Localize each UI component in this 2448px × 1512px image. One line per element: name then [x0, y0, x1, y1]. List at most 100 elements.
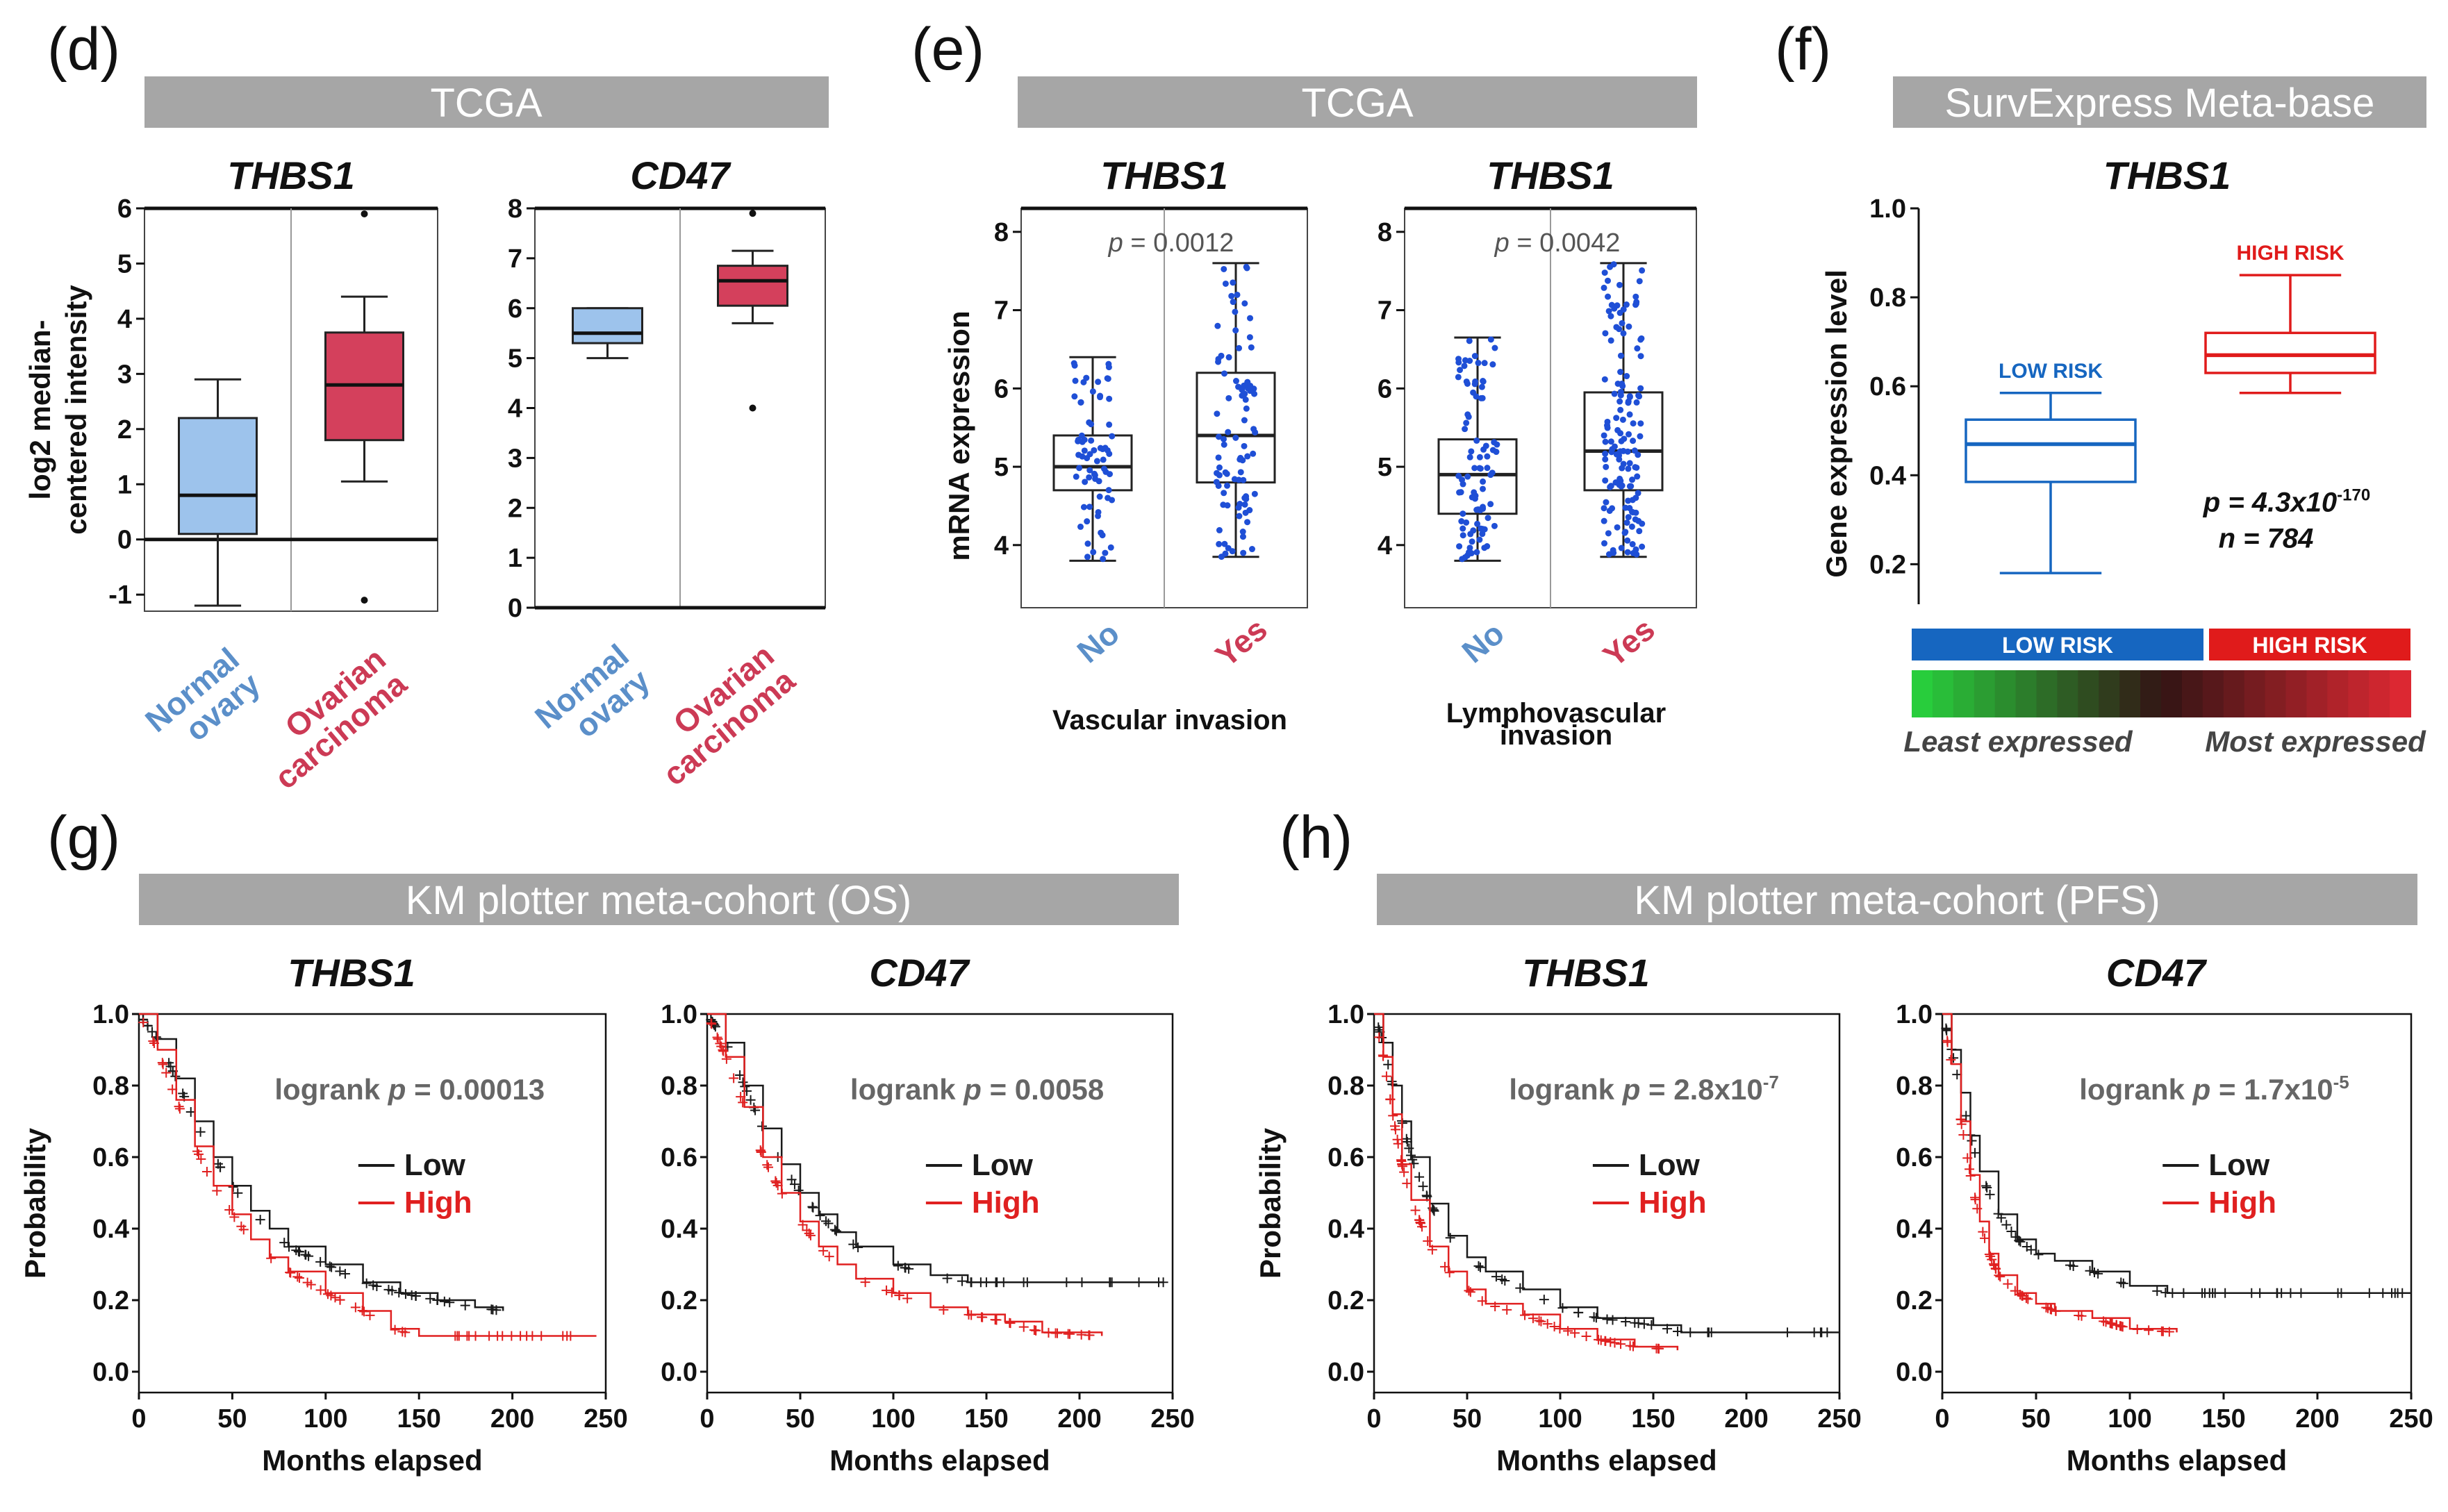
h1-censor-high [1594, 1334, 1604, 1345]
e1-point [1106, 395, 1113, 402]
e2-point [1605, 551, 1612, 558]
e2-point [1481, 526, 1488, 533]
h1-censor-high [1392, 1134, 1403, 1145]
h1-censor-low [1429, 1206, 1439, 1216]
h2-censor-high [2010, 1286, 2020, 1296]
h1-ylabel: Probability [1254, 1127, 1287, 1279]
g2-censor-low [1134, 1277, 1144, 1288]
g1-censor-high [506, 1331, 517, 1341]
d1-ytick-label: 2 [117, 415, 132, 445]
h2-censor-low [2247, 1288, 2257, 1298]
e1-point [1088, 437, 1095, 444]
h1-censor-low [1539, 1295, 1549, 1305]
panel-letter-h: (h) [1280, 804, 1353, 871]
e1-point [1080, 504, 1087, 510]
g1-censor-low [228, 1182, 238, 1193]
g1-censor-low [195, 1127, 206, 1137]
h1-censor-low [1817, 1327, 1827, 1338]
h1-legend-low: Low [1639, 1148, 1701, 1182]
d1-ylabel-line2: centered intensity [60, 285, 92, 535]
e2-point [1619, 416, 1626, 423]
e1-point [1236, 513, 1243, 520]
e2-point [1470, 527, 1477, 534]
d2-title: CD47 [630, 153, 731, 197]
banner-e [1018, 76, 1697, 128]
f1-gradient-cell [2161, 670, 2183, 717]
f1-ytick-label: 0.4 [1869, 461, 1906, 490]
h2-censor-high [1987, 1254, 1997, 1265]
g2-logrank-text: logrank [850, 1073, 964, 1106]
h2-censor-low [2014, 1236, 2024, 1246]
e1-point [1240, 549, 1247, 556]
e1-point [1221, 540, 1228, 547]
e2-point [1626, 483, 1633, 490]
d2-ytick-label: 7 [508, 244, 522, 274]
g2-censor-high [860, 1277, 870, 1288]
e1-point [1239, 529, 1246, 535]
g2-censor-low [735, 1070, 745, 1080]
chart-e2: THBS1 4 5 6 7 8 p = 0.0042 No Yes Lymphovasculari… [1378, 153, 1697, 751]
g1-censor-high [484, 1331, 495, 1341]
h2-censor-high [2074, 1310, 2084, 1320]
g1-censor-low [284, 1242, 295, 1252]
h1-censor-high [1520, 1310, 1530, 1320]
h1-censor-low [1414, 1172, 1425, 1182]
g2-xtick-label: 100 [871, 1404, 915, 1434]
h1-censor-low [1515, 1283, 1525, 1293]
h2-censor-high [2015, 1290, 2026, 1300]
h2-censor-low [2285, 1288, 2296, 1298]
e1-xlabel: Vascular invasion [1052, 705, 1287, 736]
h2-censor-low [1967, 1136, 1977, 1146]
g1-censor-low [279, 1238, 290, 1248]
e2-point [1616, 452, 1623, 459]
g2-legend-low: Low [972, 1148, 1034, 1182]
e2-point [1628, 523, 1635, 530]
g1-xtick-label: 200 [490, 1404, 534, 1434]
d2-ytick-label: 5 [508, 344, 522, 374]
e1-point [1097, 445, 1104, 451]
f1-gradient-cell [2223, 670, 2245, 717]
g1-censor-high [450, 1331, 461, 1341]
e1-point [1224, 482, 1231, 489]
h2-logrank-value: = 1.7x10 [2210, 1073, 2333, 1106]
f1-gradient-cell [2036, 670, 2058, 717]
g2-censor-high [721, 1054, 731, 1064]
e1-point [1228, 292, 1235, 299]
e1-point [1242, 396, 1249, 403]
d1-ytick-label: -1 [108, 581, 132, 610]
e2-xlabel-line1: Lymphovascular [1446, 698, 1666, 729]
e1-point [1216, 540, 1223, 547]
f1-low-risk-bar-label: LOW RISK [2002, 633, 2113, 658]
e2-point [1491, 344, 1498, 351]
e2-point [1471, 465, 1478, 472]
h2-censor-low [2001, 1220, 2012, 1230]
g1-title: THBS1 [288, 951, 415, 995]
e1-point [1093, 458, 1100, 465]
f1-most-expressed: Most expressed [2205, 725, 2426, 758]
banner-h [1377, 874, 2417, 925]
e2-point [1601, 540, 1608, 547]
g2-censor-high [1063, 1329, 1073, 1339]
h2-censor-high [2116, 1321, 2126, 1331]
e2-point [1491, 522, 1498, 529]
d2-1-box [717, 265, 788, 307]
e1-ytick-label: 6 [994, 374, 1009, 404]
f1-gradient-cell [2265, 670, 2287, 717]
h1-censor-low [1445, 1233, 1455, 1243]
f1-n: n = 784 [2219, 523, 2314, 554]
h1-legend-high: High [1639, 1186, 1707, 1220]
panel-letter-e: (e) [911, 16, 984, 83]
e2-point [1491, 439, 1498, 446]
e2-point [1636, 528, 1643, 535]
h1-censor-low [1783, 1327, 1793, 1338]
h2-censor-high [1995, 1272, 2005, 1282]
e2-point [1473, 437, 1480, 444]
e2-point [1634, 345, 1641, 352]
d1-ytick-label: 4 [117, 305, 132, 334]
g1-censor-low [491, 1305, 502, 1315]
e1-point [1232, 308, 1239, 315]
f1-gradient-cell [1932, 670, 1954, 717]
f1-gradient-cell [2369, 670, 2391, 717]
e2-point [1455, 472, 1462, 479]
